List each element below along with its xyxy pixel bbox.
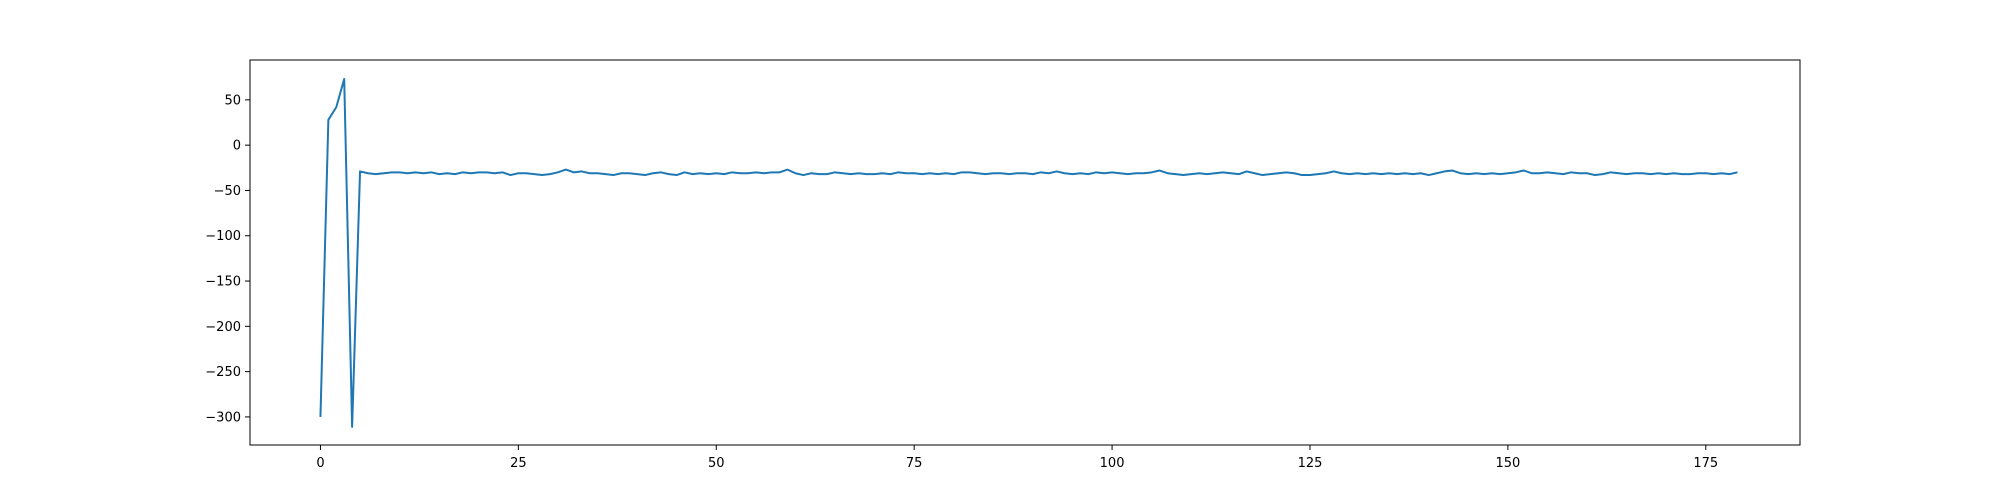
x-tick-label: 100 bbox=[1100, 456, 1125, 471]
y-tick-label: 0 bbox=[233, 139, 241, 154]
y-tick-label: −100 bbox=[205, 229, 241, 244]
x-tick-label: 150 bbox=[1495, 456, 1520, 471]
y-tick-label: −50 bbox=[214, 184, 241, 199]
x-tick-label: 50 bbox=[708, 456, 725, 471]
y-tick-label: −150 bbox=[205, 275, 241, 290]
y-tick-label: −200 bbox=[205, 320, 241, 335]
x-tick-label: 25 bbox=[510, 456, 527, 471]
x-tick-label: 0 bbox=[316, 456, 324, 471]
x-tick-label: 125 bbox=[1298, 456, 1323, 471]
y-tick-label: −300 bbox=[205, 410, 241, 425]
series-line bbox=[319, 78, 1738, 428]
series-layer bbox=[319, 78, 1738, 428]
y-tick-label: −250 bbox=[205, 365, 241, 380]
x-tick-label: 175 bbox=[1693, 456, 1718, 471]
plot-frame bbox=[249, 59, 1801, 446]
x-tick-label: 75 bbox=[906, 456, 923, 471]
x-axis-ticks: 0 25 50 75 100 125 150 175 bbox=[316, 445, 1718, 471]
y-axis-ticks: 50 0 −50 −100 −150 −200 −250 −300 bbox=[205, 93, 250, 425]
y-tick-label: 50 bbox=[224, 93, 241, 108]
